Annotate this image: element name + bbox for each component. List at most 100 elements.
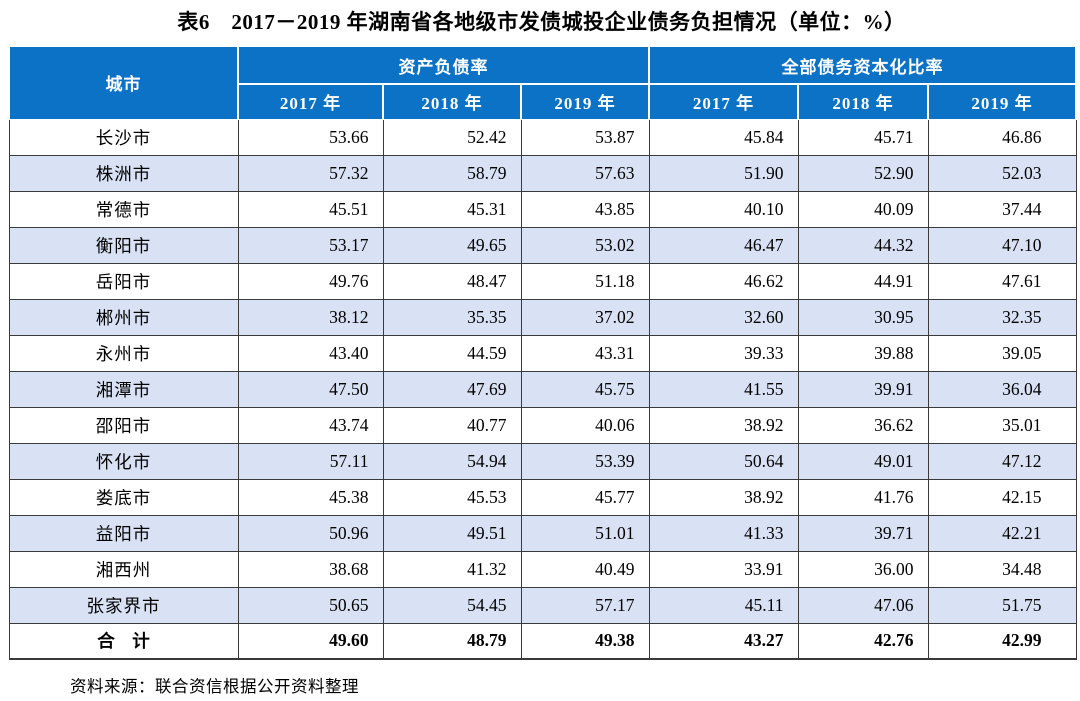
col-header-year-2019-a: 2019 年 bbox=[519, 83, 651, 120]
value-cell: 35.01 bbox=[927, 406, 1077, 444]
total-value-cell: 48.79 bbox=[382, 622, 522, 660]
value-cell: 49.51 bbox=[382, 514, 522, 552]
value-cell: 37.44 bbox=[927, 190, 1077, 228]
value-cell: 57.11 bbox=[237, 442, 384, 480]
table-row: 岳阳市 49.76 48.47 51.18 46.62 44.91 47.61 bbox=[8, 262, 1077, 300]
value-cell: 49.01 bbox=[797, 442, 929, 480]
value-cell: 43.85 bbox=[520, 190, 650, 228]
city-cell: 邵阳市 bbox=[8, 406, 239, 444]
value-cell: 40.77 bbox=[382, 406, 522, 444]
value-cell: 52.42 bbox=[382, 118, 522, 156]
table-title: 表6 2017－2019 年湖南省各地级市发债城投企业债务负担情况（单位：%） bbox=[177, 10, 906, 34]
value-cell: 41.32 bbox=[382, 550, 522, 588]
header-group-row: 城市 资产负债率 全部债务资本化比率 bbox=[8, 45, 1078, 120]
value-cell: 42.15 bbox=[927, 478, 1077, 516]
table-row: 娄底市 45.38 45.53 45.77 38.92 41.76 42.15 bbox=[8, 478, 1077, 516]
value-cell: 57.17 bbox=[520, 586, 650, 624]
col-header-year-2017-b: 2017 年 bbox=[648, 83, 800, 120]
value-cell: 38.12 bbox=[237, 298, 384, 336]
city-cell: 常德市 bbox=[8, 190, 239, 228]
city-cell: 娄底市 bbox=[8, 478, 239, 516]
total-value-cell: 42.76 bbox=[797, 622, 929, 660]
value-cell: 50.65 bbox=[237, 586, 384, 624]
value-cell: 36.04 bbox=[927, 370, 1077, 408]
value-cell: 40.06 bbox=[520, 406, 650, 444]
value-cell: 33.91 bbox=[648, 550, 799, 588]
debt-burden-table: 城市 资产负债率 全部债务资本化比率 2017 年 2018 年 2019 年 … bbox=[8, 45, 1078, 660]
value-cell: 57.63 bbox=[520, 154, 650, 192]
col-group-total-debt-capitalization-ratio: 全部债务资本化比率 bbox=[648, 45, 1078, 85]
table-row: 益阳市 50.96 49.51 51.01 41.33 39.71 42.21 bbox=[8, 514, 1077, 552]
value-cell: 49.76 bbox=[237, 262, 384, 300]
value-cell: 42.21 bbox=[927, 514, 1077, 552]
value-cell: 32.60 bbox=[648, 298, 799, 336]
value-cell: 41.55 bbox=[648, 370, 799, 408]
value-cell: 49.65 bbox=[382, 226, 522, 264]
value-cell: 39.71 bbox=[797, 514, 929, 552]
city-cell: 衡阳市 bbox=[8, 226, 239, 264]
value-cell: 45.11 bbox=[648, 586, 799, 624]
col-header-year-2018-b: 2018 年 bbox=[797, 83, 930, 120]
value-cell: 51.90 bbox=[648, 154, 799, 192]
value-cell: 53.87 bbox=[520, 118, 650, 156]
value-cell: 39.91 bbox=[797, 370, 929, 408]
value-cell: 32.35 bbox=[927, 298, 1077, 336]
value-cell: 35.35 bbox=[382, 298, 522, 336]
value-cell: 38.68 bbox=[237, 550, 384, 588]
value-cell: 37.02 bbox=[520, 298, 650, 336]
col-header-year-2018-a: 2018 年 bbox=[382, 83, 522, 120]
total-value-cell: 42.99 bbox=[927, 622, 1077, 660]
value-cell: 45.77 bbox=[520, 478, 650, 516]
city-cell: 益阳市 bbox=[8, 514, 239, 552]
value-cell: 51.01 bbox=[520, 514, 650, 552]
value-cell: 40.09 bbox=[797, 190, 929, 228]
total-label-cell: 合 计 bbox=[8, 622, 239, 660]
value-cell: 53.17 bbox=[237, 226, 384, 264]
value-cell: 43.31 bbox=[520, 334, 650, 372]
total-value-cell: 43.27 bbox=[648, 622, 799, 660]
value-cell: 51.75 bbox=[927, 586, 1077, 624]
value-cell: 39.33 bbox=[648, 334, 799, 372]
value-cell: 48.47 bbox=[382, 262, 522, 300]
table-header: 城市 资产负债率 全部债务资本化比率 2017 年 2018 年 2019 年 … bbox=[8, 45, 1078, 120]
value-cell: 57.32 bbox=[237, 154, 384, 192]
col-header-city: 城市 bbox=[8, 45, 239, 120]
city-cell: 岳阳市 bbox=[8, 262, 239, 300]
value-cell: 45.38 bbox=[237, 478, 384, 516]
city-cell: 湘潭市 bbox=[8, 370, 239, 408]
value-cell: 45.75 bbox=[520, 370, 650, 408]
value-cell: 46.62 bbox=[648, 262, 799, 300]
table-body: 长沙市 53.66 52.42 53.87 45.84 45.71 46.86 … bbox=[8, 118, 1077, 660]
value-cell: 44.59 bbox=[382, 334, 522, 372]
value-cell: 39.05 bbox=[927, 334, 1077, 372]
value-cell: 44.91 bbox=[797, 262, 929, 300]
value-cell: 43.40 bbox=[237, 334, 384, 372]
value-cell: 52.90 bbox=[797, 154, 929, 192]
table-row: 怀化市 57.11 54.94 53.39 50.64 49.01 47.12 bbox=[8, 442, 1077, 480]
value-cell: 45.71 bbox=[797, 118, 929, 156]
value-cell: 43.74 bbox=[237, 406, 384, 444]
value-cell: 50.96 bbox=[237, 514, 384, 552]
city-cell: 长沙市 bbox=[8, 118, 239, 156]
value-cell: 38.92 bbox=[648, 406, 799, 444]
value-cell: 46.86 bbox=[927, 118, 1077, 156]
table-row: 永州市 43.40 44.59 43.31 39.33 39.88 39.05 bbox=[8, 334, 1077, 372]
value-cell: 45.53 bbox=[382, 478, 522, 516]
value-cell: 53.66 bbox=[237, 118, 384, 156]
table-row: 长沙市 53.66 52.42 53.87 45.84 45.71 46.86 bbox=[8, 118, 1077, 156]
city-cell: 郴州市 bbox=[8, 298, 239, 336]
value-cell: 47.61 bbox=[927, 262, 1077, 300]
value-cell: 30.95 bbox=[797, 298, 929, 336]
value-cell: 45.51 bbox=[237, 190, 384, 228]
value-cell: 39.88 bbox=[797, 334, 929, 372]
source-note: 资料来源：联合资信根据公开资料整理 bbox=[70, 677, 359, 696]
value-cell: 47.50 bbox=[237, 370, 384, 408]
city-cell: 株洲市 bbox=[8, 154, 239, 192]
value-cell: 47.06 bbox=[797, 586, 929, 624]
table-row: 湘西州 38.68 41.32 40.49 33.91 36.00 34.48 bbox=[8, 550, 1077, 588]
value-cell: 47.69 bbox=[382, 370, 522, 408]
value-cell: 38.92 bbox=[648, 478, 799, 516]
total-value-cell: 49.60 bbox=[237, 622, 384, 660]
table-row: 张家界市 50.65 54.45 57.17 45.11 47.06 51.75 bbox=[8, 586, 1077, 624]
